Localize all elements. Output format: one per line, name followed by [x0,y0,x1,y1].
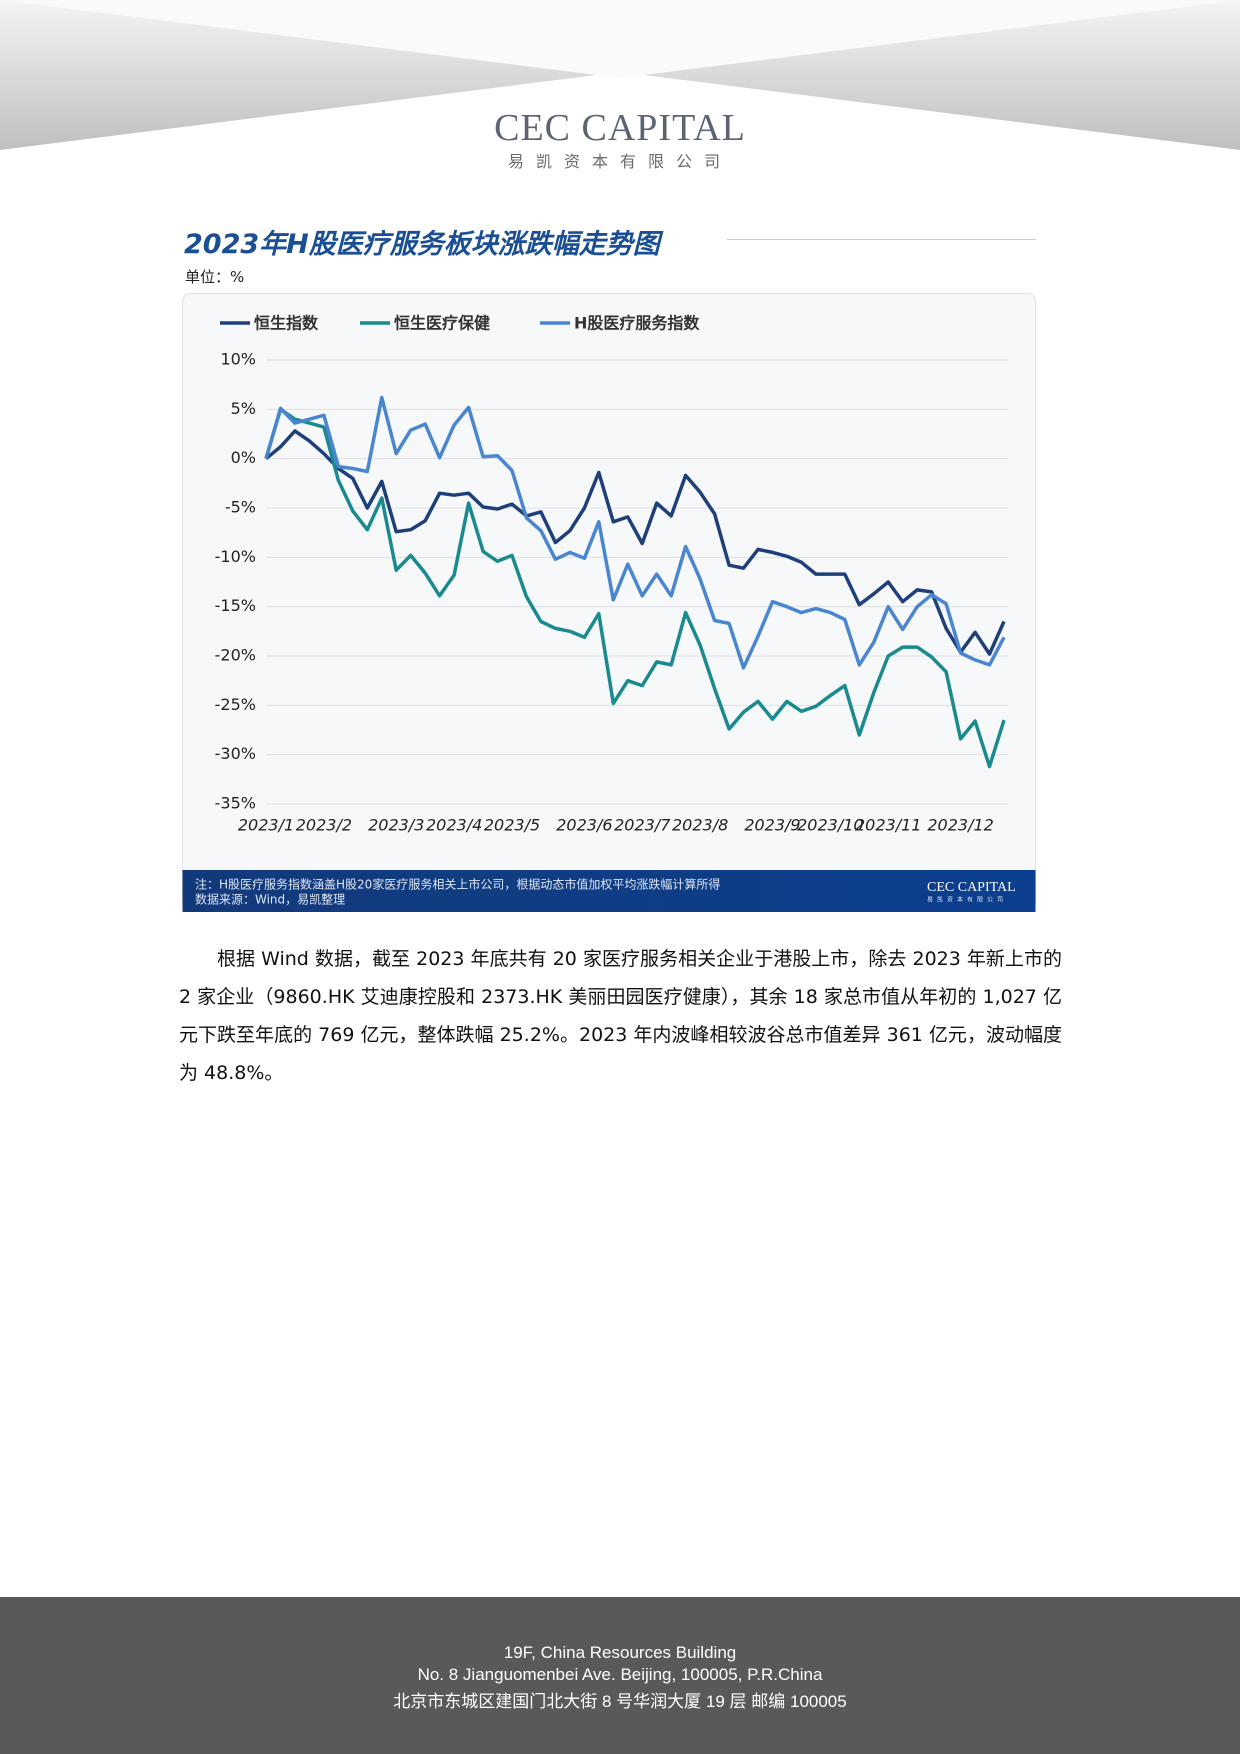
unit-label: 单位：% [185,268,245,286]
logo-subtitle: 易凯资本有限公司 [507,152,732,171]
legend-label: 恒生医疗保健 [394,314,490,333]
title-rule [727,239,1036,240]
x-tick-label: 2023/4 [426,816,482,835]
paragraph: 根据 Wind 数据，截至 2023 年底共有 20 家医疗服务相关企业于港股上… [179,948,1062,1084]
series-line [264,407,1006,769]
y-tick-label: -30% [215,744,256,763]
note-logo-subtitle: 易凯资本有限公司 [927,896,1007,904]
y-tick-label: -10% [215,547,256,566]
footer-line: No. 8 Jianguomenbei Ave. Beijing, 100005… [417,1665,823,1684]
x-tick-label: 2023/5 [484,816,540,835]
note-logo: CEC CAPITAL [927,880,1016,895]
note: 注：H股医疗服务指数涵盖H股20家医疗服务相关上市公司，根据动态市值加权平均涨跌… [195,877,720,892]
x-tick-label: 2023/1 [238,816,294,835]
x-tick-label: 2023/6 [556,816,612,835]
series-line [264,395,1006,670]
x-tick-label: 2023/10 [797,816,863,835]
x-tick-label: 2023/8 [672,816,728,835]
x-tick-label: 2023/7 [614,816,671,835]
note-bar [182,870,1036,912]
series-line [264,429,1006,656]
legend-label: H股医疗服务指数 [574,314,700,333]
chart-title: 2023年H股医疗服务板块涨跌幅走势图 [184,229,660,260]
logo: CEC CAPITAL [494,107,746,149]
x-tick-label: 2023/9 [744,816,800,835]
y-tick-label: -15% [215,596,256,615]
y-tick-label: 0% [231,448,256,467]
y-tick-label: 5% [231,399,256,418]
x-tick-label: 2023/3 [368,816,424,835]
y-tick-label: -5% [225,498,256,517]
footer: 19F, China Resources Building No. 8 Jian… [0,1597,1240,1754]
x-tick-label: 2023/2 [296,816,352,835]
y-tick-label: -20% [215,646,256,665]
footer-line: 北京市东城区建国门北大街 8 号华润大厦 19 层 邮编 100005 [393,1692,847,1711]
y-tick-label: -35% [215,794,256,813]
x-tick-label: 2023/11 [855,816,921,835]
header-decoration [0,0,1240,157]
y-tick-label: -25% [215,695,256,714]
chart: 注：H股医疗服务指数涵盖H股20家医疗服务相关上市公司，根据动态市值加权平均涨跌… [182,293,1036,912]
footer-line: 19F, China Resources Building [503,1643,737,1662]
x-tick-label: 2023/12 [927,816,993,835]
legend-label: 恒生指数 [254,314,319,333]
source: 数据来源：Wind，易凯整理 [195,892,345,907]
y-tick-label: 10% [220,350,256,369]
